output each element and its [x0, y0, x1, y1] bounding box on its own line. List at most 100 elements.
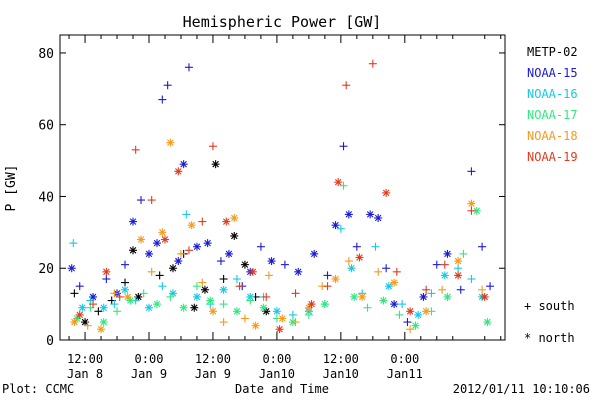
- data-point-south: [192, 282, 201, 291]
- data-point-north: [411, 321, 420, 330]
- x-tick-label-time: 12:00: [195, 352, 231, 366]
- data-point-north: [390, 278, 399, 287]
- data-point-north: [355, 253, 364, 262]
- data-point-south: [288, 310, 297, 319]
- data-point-south: [467, 167, 476, 176]
- series-noaa-15: [67, 63, 495, 327]
- data-point-north: [129, 246, 138, 255]
- x-tick-label-date: Jan10: [323, 367, 359, 381]
- y-tick-label: 0: [46, 334, 54, 349]
- data-point-north: [384, 282, 393, 291]
- y-tick-label: 80: [38, 47, 54, 62]
- data-point-south: [208, 142, 217, 151]
- data-point-south: [339, 181, 348, 190]
- data-point-north: [206, 296, 215, 305]
- data-point-south: [121, 260, 130, 269]
- data-point-south: [137, 196, 146, 205]
- x-tick-label-time: 0:00: [390, 352, 419, 366]
- data-point-south: [219, 275, 228, 283]
- data-point-south: [467, 275, 476, 283]
- data-point-north: [224, 249, 233, 258]
- data-point-north: [152, 239, 161, 248]
- data-point-north: [350, 292, 359, 301]
- data-point-north: [219, 285, 228, 294]
- data-point-north: [208, 307, 217, 316]
- data-point-south: [406, 325, 415, 334]
- data-point-north: [187, 221, 196, 230]
- series-noaa-19: [75, 59, 489, 334]
- data-point-north: [200, 285, 209, 294]
- data-point-south: [395, 310, 404, 319]
- series-noaa-18: [70, 138, 487, 334]
- legend-entry-metp-02: METP-02: [527, 45, 578, 59]
- data-point-north: [248, 267, 257, 276]
- data-point-south: [339, 142, 348, 151]
- data-point-south: [139, 289, 148, 298]
- data-point-north: [454, 257, 463, 266]
- data-point-south: [371, 242, 380, 251]
- data-point-north: [278, 314, 287, 323]
- data-point-north: [472, 206, 481, 215]
- data-point-south: [235, 282, 244, 291]
- data-point-south: [262, 292, 271, 301]
- data-point-north: [344, 210, 353, 219]
- data-point-north: [406, 307, 415, 316]
- data-point-north: [443, 249, 452, 258]
- data-point-north: [230, 214, 239, 222]
- data-point-north: [358, 292, 367, 301]
- data-point-south: [264, 271, 273, 280]
- data-point-south: [182, 210, 191, 219]
- x-tick-label-time: 0:00: [262, 352, 291, 366]
- data-point-south: [198, 278, 207, 287]
- x-tick-label-date: Jan10: [259, 367, 295, 381]
- data-point-north: [67, 264, 76, 273]
- y-axis-ticks: 0 20 40 60 80: [38, 47, 505, 349]
- data-point-north: [168, 264, 177, 273]
- data-point-south: [291, 318, 300, 327]
- data-point-north: [129, 217, 138, 226]
- data-point-north: [99, 303, 108, 312]
- y-axis-label: P [GW]: [4, 165, 19, 212]
- data-point-south: [147, 267, 156, 276]
- data-point-north: [70, 318, 79, 327]
- data-point-north: [382, 188, 391, 197]
- chart-title: Hemispheric Power [GW]: [183, 13, 382, 31]
- plot-frame: [59, 34, 506, 341]
- x-tick-label-date: Jan 8: [67, 367, 103, 381]
- data-point-north: [102, 267, 111, 276]
- data-point-south: [478, 285, 487, 294]
- data-point-south: [459, 249, 468, 258]
- data-point-south: [70, 289, 79, 298]
- data-point-south: [256, 242, 265, 251]
- data-point-north: [230, 231, 239, 240]
- x-tick-label-date: Jan 9: [195, 367, 231, 381]
- data-point-north: [174, 257, 183, 266]
- data-point-south: [382, 264, 391, 273]
- data-point-north: [307, 300, 316, 309]
- data-point-north: [222, 217, 231, 226]
- data-point-south: [427, 289, 436, 298]
- data-point-north: [166, 138, 175, 147]
- data-point-south: [336, 224, 345, 233]
- data-point-south: [432, 260, 441, 269]
- data-point-north: [179, 160, 188, 169]
- data-point-north: [179, 303, 188, 312]
- legend-entry-noaa-16: NOAA-16: [527, 87, 578, 101]
- data-point-south: [352, 242, 361, 251]
- data-point-south: [219, 318, 228, 327]
- data-point-south: [75, 282, 84, 291]
- data-point-north: [440, 271, 449, 280]
- series-legend: METP-02 NOAA-15 NOAA-16 NOAA-17 NOAA-18 NOAA-…: [527, 45, 578, 164]
- data-point-south: [69, 239, 78, 248]
- data-point-south: [374, 267, 383, 276]
- x-tick-label-date: Jan 9: [131, 367, 167, 381]
- data-point-north: [331, 221, 340, 230]
- data-point-north: [240, 260, 249, 269]
- data-point-south: [131, 145, 140, 154]
- y-tick-label: 20: [38, 262, 54, 277]
- data-point-south: [454, 264, 463, 273]
- data-point-north: [97, 325, 106, 334]
- data-point-north: [304, 303, 313, 312]
- data-point-north: [137, 235, 146, 244]
- data-point-south: [323, 271, 332, 280]
